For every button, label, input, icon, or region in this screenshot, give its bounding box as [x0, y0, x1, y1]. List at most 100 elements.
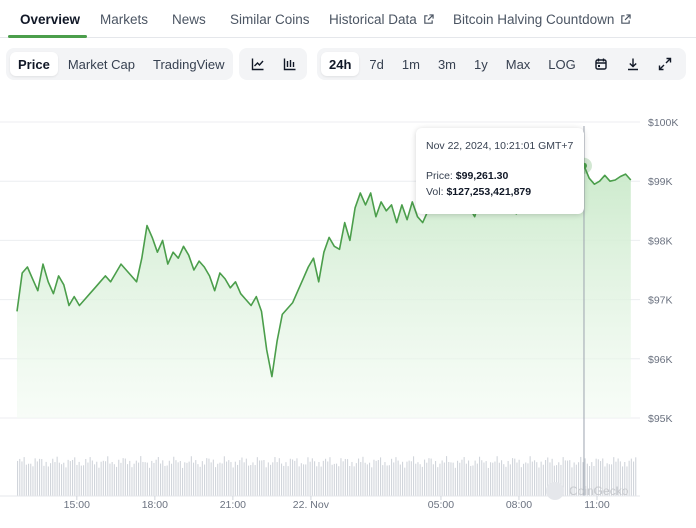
volume-bar: [212, 459, 214, 496]
volume-bar: [133, 463, 135, 496]
download-icon: [627, 58, 638, 71]
volume-bar: [377, 460, 379, 496]
volume-bar: [395, 457, 397, 496]
volume-bar: [580, 456, 582, 496]
volume-bar: [149, 467, 151, 496]
range-3m-button[interactable]: 3m: [437, 56, 456, 72]
volume-bar: [538, 467, 540, 496]
volume-bar: [228, 460, 230, 496]
line-chart-button[interactable]: [243, 52, 273, 76]
volume-bar: [578, 462, 580, 496]
volume-bar: [373, 459, 375, 496]
volume-bar: [118, 459, 120, 496]
volume-bar: [507, 460, 509, 496]
volume-bar: [417, 462, 419, 496]
volume-bar: [536, 462, 538, 496]
volume-bar: [217, 463, 219, 496]
volume-bar: [492, 462, 494, 496]
volume-bar: [432, 464, 434, 496]
volume-bar: [490, 462, 492, 496]
tab-historical-data[interactable]: Historical Data: [329, 12, 434, 27]
calendar-button[interactable]: [586, 52, 616, 76]
volume-bar: [461, 459, 463, 496]
volume-bar: [560, 464, 562, 496]
chart-type-selector: [239, 48, 307, 80]
expand-button[interactable]: [650, 52, 680, 76]
y-tick-label: $96K: [648, 354, 673, 366]
volume-bar: [534, 460, 536, 496]
volume-bar: [595, 458, 597, 496]
candlestick-button[interactable]: [275, 52, 305, 76]
volume-bar: [36, 461, 38, 496]
tooltip-price-label: Price:: [426, 170, 453, 182]
metric-market-cap-button[interactable]: Market Cap: [67, 56, 136, 72]
range-24h-button[interactable]: 24h: [321, 52, 360, 76]
volume-bar: [474, 460, 476, 496]
volume-bar: [439, 463, 441, 496]
range-max-button[interactable]: Max: [505, 56, 531, 72]
volume-bar: [336, 463, 338, 496]
price-chart-svg: $100K $99K $98K $97K $96K $95K 15:00 18:00 21:0…: [0, 117, 678, 511]
price-area-fill: [17, 165, 631, 418]
volume-bar: [380, 457, 382, 496]
tab-markets[interactable]: Markets: [100, 12, 148, 27]
price-tooltip: Nov 22, 2024, 10:21:01 GMT+7 Price: $99,…: [416, 128, 584, 214]
volume-bar: [549, 462, 551, 496]
download-button[interactable]: [618, 52, 648, 76]
volume-bar: [182, 467, 184, 496]
volume-bar: [340, 458, 342, 496]
range-1m-button[interactable]: 1m: [401, 56, 420, 72]
volume-bar: [261, 460, 263, 496]
volume-bar: [32, 466, 34, 496]
tab-similar-coins[interactable]: Similar Coins: [230, 12, 310, 27]
volume-bar: [83, 465, 85, 496]
tab-overview[interactable]: Overview: [20, 12, 80, 27]
coingecko-logo-icon: [546, 482, 564, 500]
volume-bar: [463, 457, 465, 496]
volume-bar: [476, 463, 478, 496]
volume-bar: [615, 461, 617, 496]
volume-bar: [358, 458, 360, 496]
volume-bar: [371, 467, 373, 496]
volume-bar: [80, 465, 82, 496]
volume-bar: [292, 459, 294, 496]
price-chart[interactable]: $100K $99K $98K $97K $96K $95K 15:00 18:00 21:0…: [0, 90, 696, 528]
volume-bar: [325, 458, 327, 496]
volume-bar: [318, 462, 320, 496]
volume-bar: [446, 456, 448, 496]
range-7d-button[interactable]: 7d: [369, 56, 384, 72]
volume-bar: [107, 456, 109, 496]
volume-bar: [138, 462, 140, 496]
volume-bar: [23, 457, 25, 496]
volume-bar: [366, 464, 368, 496]
volume-bar: [91, 460, 93, 496]
volume-bar: [364, 462, 366, 496]
metric-price-button[interactable]: Price: [10, 52, 58, 76]
volume-bar: [173, 456, 175, 496]
metric-tradingview-button[interactable]: TradingView: [153, 56, 225, 72]
tab-news[interactable]: News: [172, 12, 206, 27]
volume-bar: [353, 466, 355, 496]
tooltip-price-value: $99,261.30: [455, 170, 509, 182]
volume-bar: [186, 462, 188, 496]
volume-bar: [102, 460, 104, 496]
tab-bitcoin-halving-countdown[interactable]: Bitcoin Halving Countdown: [453, 12, 632, 27]
log-scale-button[interactable]: LOG: [548, 56, 576, 72]
volume-bar: [428, 458, 430, 496]
volume-bar: [201, 461, 203, 496]
volume-bar: [410, 461, 412, 496]
volume-bar: [600, 461, 602, 496]
volume-bar: [333, 463, 335, 496]
range-1y-button[interactable]: 1y: [474, 56, 488, 72]
tab-label: Similar Coins: [230, 12, 310, 27]
volume-bar: [384, 462, 386, 496]
volume-bar: [404, 467, 406, 496]
volume-bar: [516, 462, 518, 496]
volume-bar: [250, 465, 252, 496]
volume-bar: [355, 463, 357, 496]
volume-bar: [195, 460, 197, 496]
volume-bar: [399, 464, 401, 496]
volume-bar: [527, 463, 529, 496]
external-link-icon: [424, 14, 434, 24]
volume-bar: [459, 462, 461, 496]
